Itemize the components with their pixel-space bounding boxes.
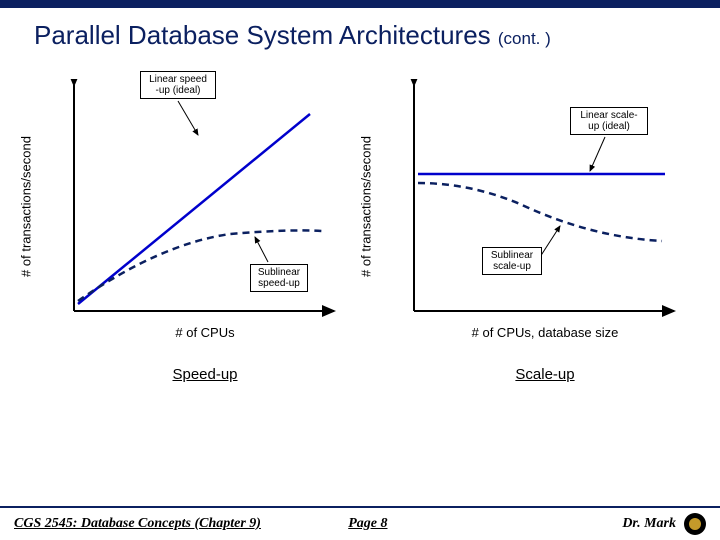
scaleup-xlabel: # of CPUs, database size xyxy=(400,325,690,340)
label-linear-speedup: Linear speed -up (ideal) xyxy=(140,71,216,99)
arrow-sublinear xyxy=(255,237,268,262)
seal-icon xyxy=(684,513,706,535)
scaleup-plot: Linear scale- up (ideal) Sublinear scale… xyxy=(400,79,680,319)
page-title: Parallel Database System Architectures (… xyxy=(0,8,720,51)
label-sublinear-scaleup: Sublinear scale-up xyxy=(482,247,542,275)
label-sublinear-scaleup-text: Sublinear scale-up xyxy=(491,250,533,272)
label-sublinear-speedup-text: Sublinear speed-up xyxy=(258,267,300,289)
scaleup-title: Scale-up xyxy=(400,366,690,383)
label-sublinear-speedup: Sublinear speed-up xyxy=(250,264,308,292)
chart-scaleup: # of transactions/second Linear scale- u… xyxy=(370,79,690,383)
label-linear-scaleup-text: Linear scale- up (ideal) xyxy=(580,110,637,132)
footer-center: Page 8 xyxy=(348,516,387,532)
arrow-ideal xyxy=(178,101,198,135)
charts-row: # of transactions/second xyxy=(0,51,720,383)
sublinear-line xyxy=(418,183,662,241)
speedup-title: Speed-up xyxy=(60,366,350,383)
speedup-xlabel: # of CPUs xyxy=(60,325,350,340)
arrow-ideal xyxy=(590,137,605,171)
label-linear-scaleup: Linear scale- up (ideal) xyxy=(570,107,648,135)
footer-left: CGS 2545: Database Concepts (Chapter 9) xyxy=(14,516,261,532)
speedup-ylabel: # of transactions/second xyxy=(19,136,34,277)
title-main: Parallel Database System Architectures xyxy=(34,20,491,50)
speedup-plot: Linear speed -up (ideal) Sublinear speed… xyxy=(60,79,340,319)
footer-author: Dr. Mark xyxy=(622,516,676,532)
title-cont: (cont. ) xyxy=(498,29,551,48)
top-stripe xyxy=(0,0,720,8)
scaleup-ylabel: # of transactions/second xyxy=(359,136,374,277)
footer: CGS 2545: Database Concepts (Chapter 9) … xyxy=(0,506,720,540)
label-linear-speedup-text: Linear speed -up (ideal) xyxy=(149,74,207,96)
arrow-sublinear xyxy=(540,226,560,257)
footer-right: Dr. Mark xyxy=(622,513,706,535)
chart-speedup: # of transactions/second xyxy=(30,79,350,383)
